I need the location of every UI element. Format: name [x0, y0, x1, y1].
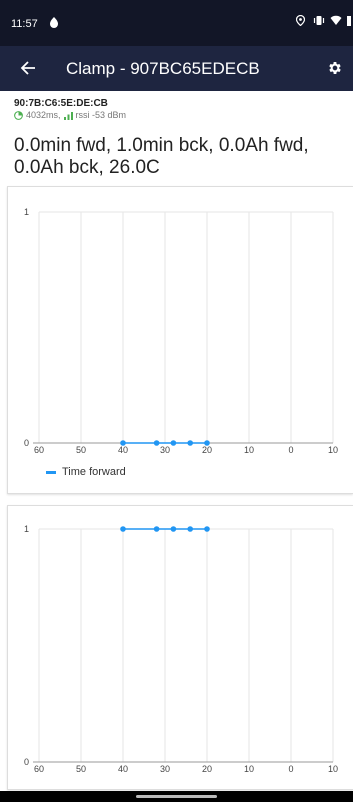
data-point: [170, 526, 177, 532]
navigation-bar: [0, 791, 353, 802]
device-meta: 4032ms, rssi -53 dBm: [14, 110, 126, 120]
settings-button[interactable]: [324, 57, 346, 79]
home-handle[interactable]: [136, 795, 217, 798]
data-point: [153, 440, 160, 446]
x-tick-label: 60: [34, 764, 44, 774]
device-info: 90:7B:C6:5E:DE:CB 4032ms, rssi -53 dBm: [14, 98, 126, 120]
timer-icon: [14, 110, 23, 120]
x-tick-label: 10: [328, 445, 338, 455]
x-tick-label: 10: [244, 764, 254, 774]
signal-icon: [63, 111, 73, 120]
data-point: [187, 526, 193, 532]
interval-text: 4032ms,: [26, 110, 61, 120]
chart-legend: Time forward: [46, 466, 126, 478]
data-point: [187, 440, 193, 446]
x-tick-label: 20: [202, 445, 212, 455]
x-tick-label: 30: [160, 764, 170, 774]
x-tick-label: 0: [288, 764, 293, 774]
app-bar: Clamp - 907BC65EDECB: [0, 46, 353, 91]
x-tick-label: 0: [288, 445, 293, 455]
x-tick-label: 60: [34, 445, 44, 455]
arrow-left-icon: [20, 61, 35, 75]
x-tick-label: 10: [328, 764, 338, 774]
x-tick-label: 50: [76, 445, 86, 455]
status-time: 11:57: [11, 18, 38, 30]
chart-card-secondary: 60 50 40 30 20 10 0 10 0 1: [7, 505, 353, 790]
data-point: [120, 526, 126, 532]
battery-icon: [347, 15, 351, 26]
x-tick-label: 50: [76, 764, 86, 774]
x-tick-label: 20: [202, 764, 212, 774]
x-tick-label: 40: [118, 764, 128, 774]
data-point: [170, 440, 177, 446]
y-tick-label: 1: [24, 207, 29, 217]
x-tick-label: 30: [160, 445, 170, 455]
x-tick-label: 10: [244, 445, 254, 455]
back-button[interactable]: [20, 54, 48, 82]
mac-address: 90:7B:C6:5E:DE:CB: [14, 98, 108, 109]
chart-card-time-forward: 60 50 40 30 20 10 0 10 0 1 Time forward: [7, 186, 353, 494]
status-bar: 11:57: [0, 0, 353, 46]
rssi-text: rssi -53 dBm: [75, 110, 127, 120]
data-point: [120, 440, 126, 446]
data-point: [204, 440, 210, 446]
vibrate-icon: [313, 15, 325, 26]
legend-label: Time forward: [62, 466, 126, 478]
data-point: [153, 526, 160, 532]
y-tick-label: 0: [24, 757, 29, 767]
gear-icon: [329, 62, 341, 74]
legend-swatch: [46, 470, 56, 474]
summary-text: 0.0min fwd, 1.0min bck, 0.0Ah fwd, 0.0Ah…: [14, 135, 309, 178]
y-tick-label: 1: [24, 524, 29, 534]
location-icon: [295, 14, 307, 27]
time-forward-chart: 60 50 40 30 20 10 0 10 0 1: [24, 207, 338, 455]
notification-icon: [49, 16, 59, 31]
secondary-chart: 60 50 40 30 20 10 0 10 0 1: [24, 524, 338, 774]
page-title: Clamp - 907BC65EDECB: [66, 59, 260, 78]
wifi-icon: [330, 15, 342, 26]
x-tick-label: 40: [118, 445, 128, 455]
y-tick-label: 0: [24, 438, 29, 448]
data-point: [204, 526, 210, 532]
